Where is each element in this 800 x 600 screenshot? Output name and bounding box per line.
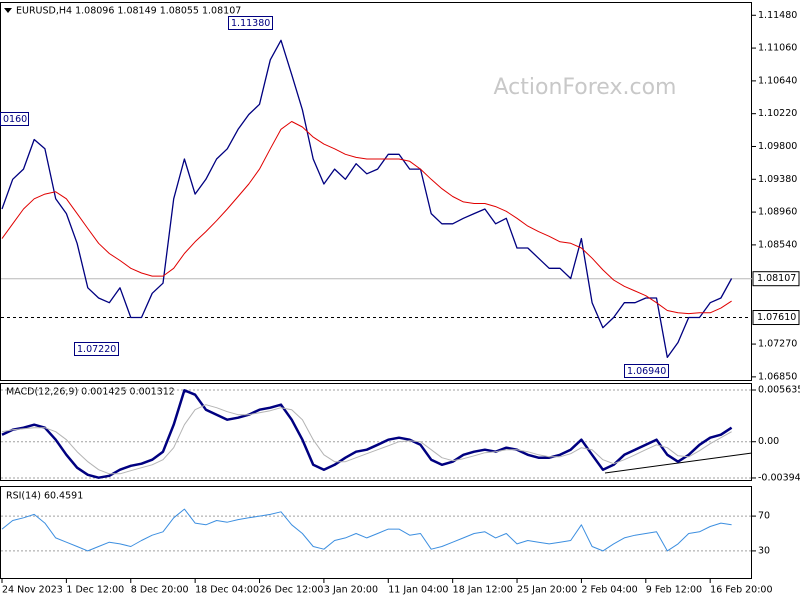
x-tick-label: 8 Dec 20:00	[131, 585, 189, 596]
y-tick-label: 1.10220	[758, 108, 797, 119]
series-line	[1, 508, 732, 552]
rsi-title: RSI(14) 60.4591	[6, 491, 83, 502]
y-tick-label: 1.06850	[758, 371, 797, 382]
annotation: 1.06940	[627, 366, 666, 377]
annotation: 1.11380	[231, 18, 270, 29]
x-tick-label: 24 Nov 2023	[2, 585, 63, 596]
y-tick-label: -0.003949	[758, 472, 800, 483]
x-tick-label: 11 Jan 04:00	[388, 585, 448, 596]
x-tick-label: 18 Jan 12:00	[453, 585, 513, 596]
macd-title: MACD(12,26,9) 0.001425 0.001312	[6, 387, 175, 398]
level-label-box	[752, 271, 800, 287]
menu-arrow	[4, 8, 12, 13]
x-tick-label: 26 Dec 12:00	[260, 585, 324, 596]
series-line	[1, 39, 733, 359]
y-tick-label: 1.08960	[758, 207, 797, 218]
annotation: 1.07220	[77, 344, 116, 355]
x-tick-label: 18 Dec 04:00	[195, 585, 259, 596]
annotation-box	[0, 112, 29, 126]
y-tick-label: 1.10640	[758, 75, 797, 86]
level-label: 1.08107	[757, 273, 796, 284]
chart-title: EURUSD,H4 1.08096 1.08149 1.08055 1.0810…	[16, 6, 241, 17]
trend-line	[604, 452, 753, 474]
annotation-box	[74, 342, 119, 356]
series-line	[1, 121, 732, 315]
price-panel	[0, 2, 752, 381]
x-tick-label: 9 Feb 12:00	[646, 585, 702, 596]
y-tick-label: 1.09800	[758, 141, 797, 152]
y-tick-label: 0.00	[758, 436, 779, 447]
y-tick-label: 1.09380	[758, 174, 797, 185]
y-tick-label: 30	[758, 545, 770, 556]
y-tick-label: 70	[758, 511, 770, 522]
annotation-box	[624, 364, 669, 378]
series-line	[1, 404, 732, 475]
y-tick-label: 1.11480	[758, 10, 797, 21]
level-label: 1.07610	[757, 312, 796, 323]
x-tick-label: 2 Feb 04:00	[581, 585, 637, 596]
annotation-box	[228, 16, 273, 30]
y-tick-label: 1.11060	[758, 43, 797, 54]
x-tick-label: 16 Feb 20:00	[710, 585, 772, 596]
x-tick-label: 3 Jan 20:00	[324, 585, 378, 596]
y-tick-label: 1.07270	[758, 339, 797, 350]
rsi-panel	[0, 486, 752, 579]
y-tick-label: 0.005635	[758, 385, 800, 396]
series-line	[1, 389, 733, 479]
x-tick-label: 25 Jan 20:00	[517, 585, 577, 596]
annotation: 0160	[3, 114, 27, 125]
macd-panel	[0, 383, 752, 481]
x-tick-label: 1 Dec 12:00	[66, 585, 124, 596]
level-label-box	[752, 310, 800, 326]
watermark: ActionForex.com	[494, 75, 677, 100]
y-tick-label: 1.08540	[758, 239, 797, 250]
